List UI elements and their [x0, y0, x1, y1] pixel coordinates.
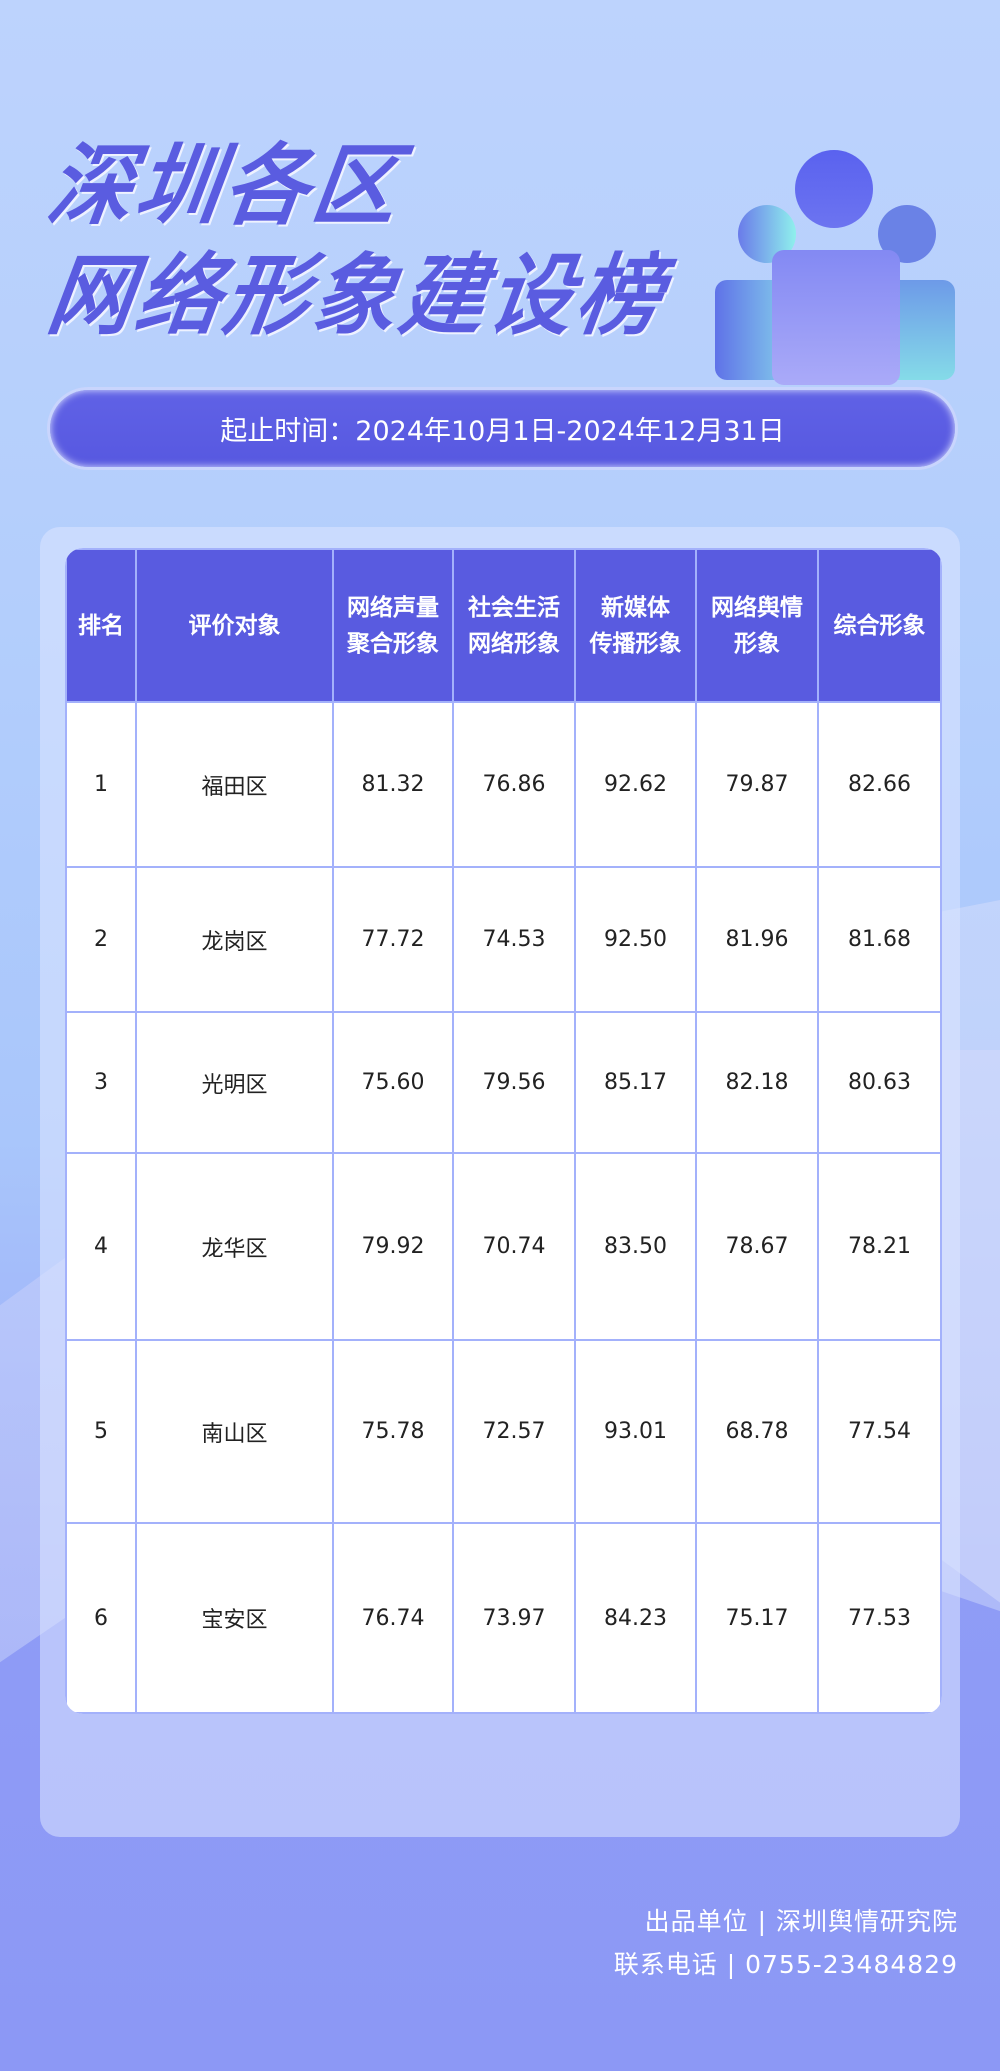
table-cell: 85.17 [574, 1011, 697, 1154]
date-range-banner: 起止时间：2024年10月1日-2024年12月31日 [50, 390, 955, 467]
people-group-icon [710, 145, 960, 395]
table-cell: 84.23 [574, 1522, 697, 1714]
table-cell: 宝安区 [135, 1522, 334, 1714]
table-cell: 74.53 [452, 866, 576, 1013]
table-cell: 77.54 [817, 1339, 942, 1524]
table-cell: 75.60 [332, 1011, 454, 1154]
table-cell: 78.67 [695, 1152, 819, 1341]
table-cell: 75.78 [332, 1339, 454, 1524]
table-cell: 6 [65, 1522, 137, 1714]
table-cell: 75.17 [695, 1522, 819, 1714]
column-header: 网络舆情 形象 [695, 548, 819, 703]
table-row: 2 龙岗区 77.72 74.53 92.50 81.96 81.68 [65, 866, 942, 1013]
table-cell: 93.01 [574, 1339, 697, 1524]
table-cell: 龙岗区 [135, 866, 334, 1013]
table-cell: 81.96 [695, 866, 819, 1013]
publisher-text: 出品单位 | 深圳舆情研究院 [644, 1907, 958, 1936]
column-header: 新媒体 传播形象 [574, 548, 697, 703]
table-cell: 72.57 [452, 1339, 576, 1524]
table-cell: 1 [65, 701, 137, 868]
table-cell: 81.32 [332, 701, 454, 868]
table-cell: 92.62 [574, 701, 697, 868]
table-cell: 76.74 [332, 1522, 454, 1714]
contact-text: 联系电话 | 0755-23484829 [613, 1950, 958, 1979]
table-cell: 68.78 [695, 1339, 819, 1524]
table-cell: 78.21 [817, 1152, 942, 1341]
column-header: 网络声量 聚合形象 [332, 548, 454, 703]
table-cell: 82.66 [817, 701, 942, 868]
table-cell: 80.63 [817, 1011, 942, 1154]
table-cell: 79.92 [332, 1152, 454, 1341]
table-cell: 77.72 [332, 866, 454, 1013]
column-header: 排名 [65, 548, 137, 703]
table-cell: 光明区 [135, 1011, 334, 1154]
ranking-table: 排名 评价对象 网络声量 聚合形象 社会生活 网络形象 新媒体 传播形象 网络舆情 形象综… [65, 548, 942, 1714]
table-cell: 79.56 [452, 1011, 576, 1154]
table-cell: 2 [65, 866, 137, 1013]
table-cell: 81.68 [817, 866, 942, 1013]
table-cell: 92.50 [574, 866, 697, 1013]
table-row: 6 宝安区 76.74 73.97 84.23 75.17 77.53 [65, 1522, 942, 1714]
page-title-line1: 深圳各区 [41, 133, 409, 237]
table-cell: 70.74 [452, 1152, 576, 1341]
table-cell: 3 [65, 1011, 137, 1154]
table-row: 3 光明区 75.60 79.56 85.17 82.18 80.63 [65, 1011, 942, 1154]
table-cell: 福田区 [135, 701, 334, 868]
table-cell: 4 [65, 1152, 137, 1341]
table-cell: 龙华区 [135, 1152, 334, 1341]
column-header: 综合形象 [817, 548, 942, 703]
table-row: 5 南山区 75.78 72.57 93.01 68.78 77.54 [65, 1339, 942, 1524]
table-cell: 南山区 [135, 1339, 334, 1524]
table-row: 4 龙华区 79.92 70.74 83.50 78.67 78.21 [65, 1152, 942, 1341]
table-cell: 5 [65, 1339, 137, 1524]
table-cell: 79.87 [695, 701, 819, 868]
column-header: 评价对象 [135, 548, 334, 703]
table-row: 1 福田区 81.32 76.86 92.62 79.87 82.66 [65, 701, 942, 868]
column-header: 社会生活 网络形象 [452, 548, 576, 703]
table-cell: 76.86 [452, 701, 576, 868]
page-title-line2: 网络形象建设榜 [41, 243, 673, 347]
table-cell: 83.50 [574, 1152, 697, 1341]
table-cell: 73.97 [452, 1522, 576, 1714]
table-cell: 77.53 [817, 1522, 942, 1714]
table-cell: 82.18 [695, 1011, 819, 1154]
